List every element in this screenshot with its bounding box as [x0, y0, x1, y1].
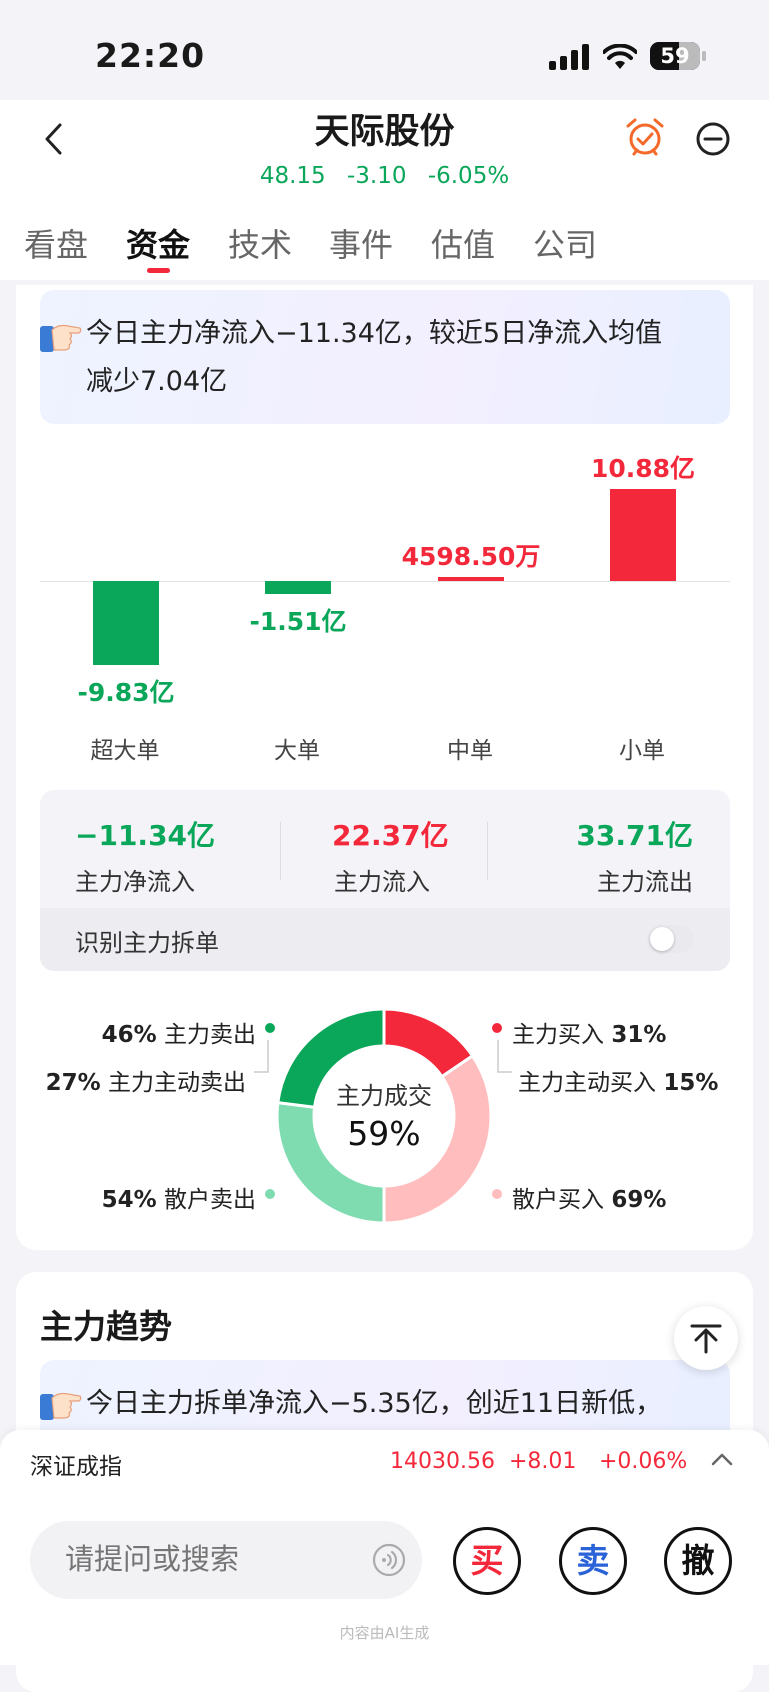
pointing-hand-icon [40, 324, 82, 352]
bar-label-3: 10.88亿 [590, 453, 696, 483]
net-inflow-label: 主力净流入 [75, 868, 195, 896]
tab-zijin[interactable]: 资金 [126, 226, 191, 264]
trade-donut-chart [275, 1007, 493, 1225]
main-active-sell-label: 27% 主力主动卖出 [45, 1070, 246, 1096]
ai-generated-note: 内容由AI生成 [339, 1624, 430, 1642]
stock-title: 天际股份 [314, 112, 455, 152]
index-value: 14030.56 [390, 1449, 495, 1474]
index-ticker-bar[interactable] [0, 1430, 769, 1492]
fund-summary-line1: 今日主力净流入−11.34亿，较近5日净流入均值 [86, 318, 663, 349]
main-inflow-value: 22.37亿 [332, 819, 449, 852]
fund-flow-card [16, 285, 753, 1250]
alarm-icon[interactable] [625, 117, 665, 159]
net-inflow-value: −11.34亿 [75, 819, 216, 852]
battery-level: 59 [660, 44, 690, 68]
category-label-large: 大单 [274, 738, 320, 764]
bar-label-0: -9.83亿 [77, 677, 175, 707]
chevron-up-icon[interactable] [710, 1450, 734, 1468]
remove-watchlist-icon[interactable] [695, 121, 731, 157]
category-label-small: 小单 [619, 738, 665, 764]
divider [487, 822, 488, 880]
wifi-icon [603, 44, 637, 69]
stock-change: -3.10 [346, 163, 407, 189]
stock-price: 48.15 [259, 163, 326, 189]
bar-label-1: -1.51亿 [249, 606, 347, 636]
bar-2 [438, 577, 504, 581]
status-time: 22:20 [95, 36, 206, 75]
donut-segment-main-sell [276, 1007, 386, 1109]
index-change-pct: +0.06% [599, 1449, 688, 1474]
retail-sell-label: 54% 散户卖出 [101, 1187, 256, 1213]
tab-kanpan[interactable]: 看盘 [24, 226, 89, 264]
voice-input-icon[interactable] [372, 1543, 406, 1577]
fund-summary-banner [40, 290, 730, 424]
bar-0 [93, 581, 159, 665]
arrow-up-icon [690, 1324, 722, 1354]
main-outflow-label: 主力流出 [597, 868, 693, 896]
donut-center-value: 59% [347, 1114, 421, 1153]
retail-buy-label: 散户买入 69% [512, 1187, 667, 1213]
battery-tip [702, 51, 706, 61]
category-label-medium: 中单 [447, 738, 493, 764]
index-change: +8.01 [509, 1449, 577, 1474]
back-icon[interactable] [42, 122, 66, 156]
tab-guzhi[interactable]: 估值 [431, 226, 496, 264]
tab-indicator [147, 268, 170, 273]
donut-center-label: 主力成交 [336, 1082, 432, 1110]
chart-zero-axis [40, 581, 730, 582]
sell-button[interactable]: 卖 [559, 1527, 627, 1595]
main-active-buy-label: 主力主动买入 15% [518, 1070, 719, 1096]
pointing-hand-icon [40, 1392, 82, 1420]
search-input[interactable] [65, 1542, 345, 1576]
main-sell-dot [265, 1023, 275, 1033]
signal-icon [549, 44, 589, 70]
back-to-top-button[interactable] [674, 1306, 738, 1370]
retail-sell-dot [265, 1189, 275, 1199]
buy-button[interactable]: 买 [453, 1527, 521, 1595]
main-buy-dot [492, 1023, 502, 1033]
bar-3 [610, 488, 676, 581]
tab-shijian[interactable]: 事件 [329, 226, 394, 264]
stock-change-pct: -6.05% [427, 163, 510, 189]
main-outflow-value: 33.71亿 [576, 819, 693, 852]
status-bar: 22:20 59 [0, 0, 769, 100]
tab-jishu[interactable]: 技术 [228, 226, 293, 264]
main-inflow-label: 主力流入 [334, 868, 430, 896]
header [0, 100, 769, 280]
main-buy-label: 主力买入 31% [512, 1022, 667, 1048]
fund-summary-line2: 减少7.04亿 [86, 366, 228, 397]
trend-title: 主力趋势 [40, 1307, 172, 1346]
main-sell-label: 46% 主力卖出 [101, 1022, 256, 1048]
index-name: 深证成指 [30, 1454, 122, 1480]
split-order-row [40, 908, 730, 971]
battery-icon: 59 [650, 42, 700, 70]
bar-1 [265, 581, 331, 594]
stock-quote: 48.15 -3.10 -6.05% [0, 163, 769, 189]
category-label-super-large: 超大单 [90, 738, 160, 764]
cancel-order-button[interactable]: 撤 [664, 1527, 732, 1595]
connector-line [254, 1040, 269, 1073]
tab-gongsi[interactable]: 公司 [533, 226, 598, 264]
bar-label-2: 4598.50万 [401, 542, 541, 571]
divider [280, 822, 281, 880]
connector-line [497, 1040, 512, 1073]
retail-buy-dot [492, 1189, 502, 1199]
split-order-label: 识别主力拆单 [75, 929, 219, 957]
toggle-knob[interactable] [650, 927, 674, 951]
trend-banner-text: 今日主力拆单净流入−5.35亿，创近11日新低， [86, 1388, 663, 1419]
donut-segment-retail-buy [382, 1053, 493, 1225]
